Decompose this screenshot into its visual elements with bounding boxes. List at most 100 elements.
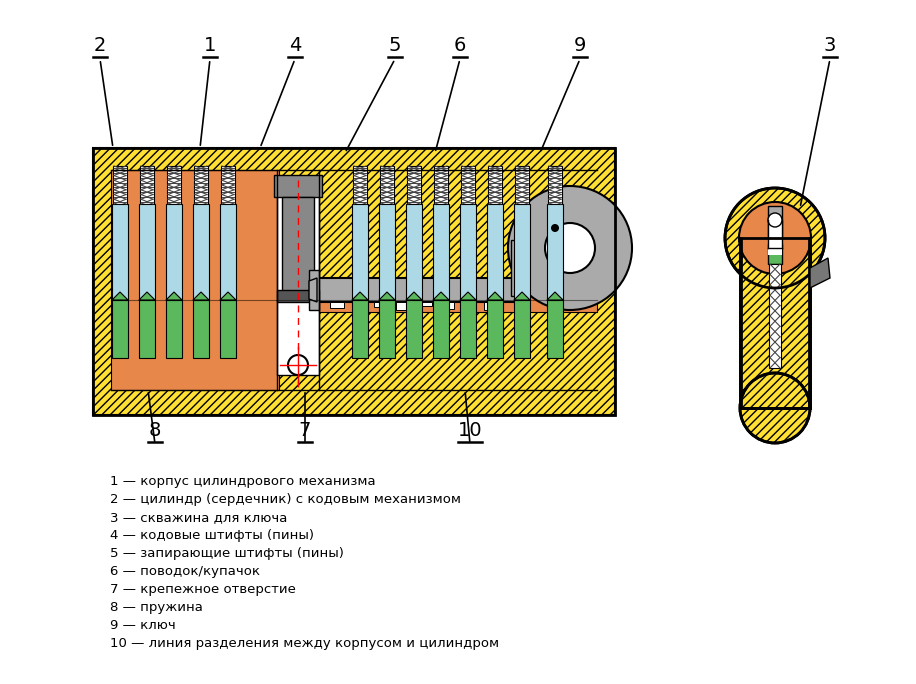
Bar — [220, 300, 236, 358]
Bar — [139, 300, 155, 358]
Bar — [330, 302, 344, 308]
Bar — [93, 148, 615, 415]
Text: 6 — поводок/купачок: 6 — поводок/купачок — [110, 565, 260, 578]
Bar — [113, 166, 127, 204]
Text: 3 — скважина для ключа: 3 — скважина для ключа — [110, 511, 288, 524]
Circle shape — [768, 213, 782, 227]
Text: 7: 7 — [299, 421, 311, 440]
Bar — [440, 302, 454, 309]
Bar — [379, 204, 395, 300]
Text: 8 — пружина: 8 — пружина — [110, 601, 202, 614]
Circle shape — [725, 188, 825, 288]
Polygon shape — [379, 292, 395, 300]
Polygon shape — [166, 300, 182, 308]
Bar — [379, 300, 395, 358]
Bar — [514, 300, 530, 358]
Bar — [768, 244, 782, 264]
Text: 5: 5 — [388, 36, 401, 55]
Polygon shape — [547, 292, 563, 300]
Bar — [548, 166, 562, 204]
Circle shape — [508, 186, 632, 310]
Polygon shape — [309, 278, 317, 302]
Bar — [166, 300, 182, 358]
Polygon shape — [139, 300, 155, 308]
Text: 1: 1 — [204, 36, 216, 55]
Bar — [309, 270, 319, 310]
Bar — [406, 204, 422, 300]
Bar — [277, 180, 319, 375]
Circle shape — [288, 355, 308, 375]
Bar — [768, 220, 782, 255]
Bar — [353, 166, 367, 204]
Bar — [194, 166, 208, 204]
Bar — [277, 290, 319, 302]
Bar — [374, 302, 388, 307]
Polygon shape — [810, 258, 830, 288]
Polygon shape — [433, 300, 449, 308]
Bar — [140, 166, 154, 204]
Bar — [768, 221, 782, 237]
Text: 7 — крепежное отверстие: 7 — крепежное отверстие — [110, 583, 296, 596]
Text: 9: 9 — [573, 36, 586, 55]
Polygon shape — [379, 300, 395, 308]
Polygon shape — [433, 292, 449, 300]
Bar — [317, 288, 597, 312]
Bar — [221, 166, 235, 204]
Polygon shape — [112, 292, 128, 300]
Bar — [434, 166, 448, 204]
Bar — [433, 300, 449, 358]
Bar — [139, 204, 155, 300]
Polygon shape — [139, 292, 155, 300]
Bar — [220, 204, 236, 300]
Bar — [460, 300, 476, 358]
Bar — [193, 204, 209, 300]
Bar — [487, 204, 503, 300]
Text: 3: 3 — [823, 36, 836, 55]
Bar — [461, 166, 475, 204]
Polygon shape — [487, 292, 503, 300]
Polygon shape — [352, 300, 368, 308]
Circle shape — [545, 223, 595, 273]
Bar — [768, 206, 782, 221]
Bar — [433, 204, 449, 300]
Bar — [462, 302, 476, 307]
Polygon shape — [193, 300, 209, 308]
Polygon shape — [487, 300, 503, 308]
Polygon shape — [460, 292, 476, 300]
Bar — [352, 204, 368, 300]
Bar — [282, 197, 314, 295]
Bar — [488, 166, 502, 204]
Text: 4: 4 — [289, 36, 301, 55]
Polygon shape — [220, 292, 236, 300]
Polygon shape — [352, 292, 368, 300]
Bar — [511, 240, 523, 296]
Bar — [547, 300, 563, 358]
Bar — [484, 302, 498, 310]
Bar — [352, 302, 366, 311]
Text: 10 — линия разделения между корпусом и цилиндром: 10 — линия разделения между корпусом и ц… — [110, 637, 499, 650]
Polygon shape — [193, 292, 209, 300]
Bar — [166, 204, 182, 300]
Text: 4 — кодовые штифты (пины): 4 — кодовые штифты (пины) — [110, 529, 314, 542]
Bar — [515, 166, 529, 204]
Text: 8: 8 — [148, 421, 161, 440]
Bar — [317, 278, 516, 302]
Circle shape — [740, 373, 810, 443]
Text: 10: 10 — [458, 421, 483, 440]
Bar — [406, 300, 422, 358]
Bar — [380, 166, 394, 204]
Polygon shape — [460, 300, 476, 308]
Bar — [352, 300, 368, 358]
Polygon shape — [406, 300, 422, 308]
Bar — [407, 166, 421, 204]
Text: 2: 2 — [93, 36, 106, 55]
Bar — [418, 302, 432, 306]
Polygon shape — [166, 292, 182, 300]
Bar — [396, 302, 410, 310]
Bar — [274, 175, 322, 197]
Bar — [514, 204, 530, 300]
Polygon shape — [514, 300, 530, 308]
Bar — [460, 204, 476, 300]
Bar — [112, 300, 128, 358]
Text: 9 — ключ: 9 — ключ — [110, 619, 176, 632]
